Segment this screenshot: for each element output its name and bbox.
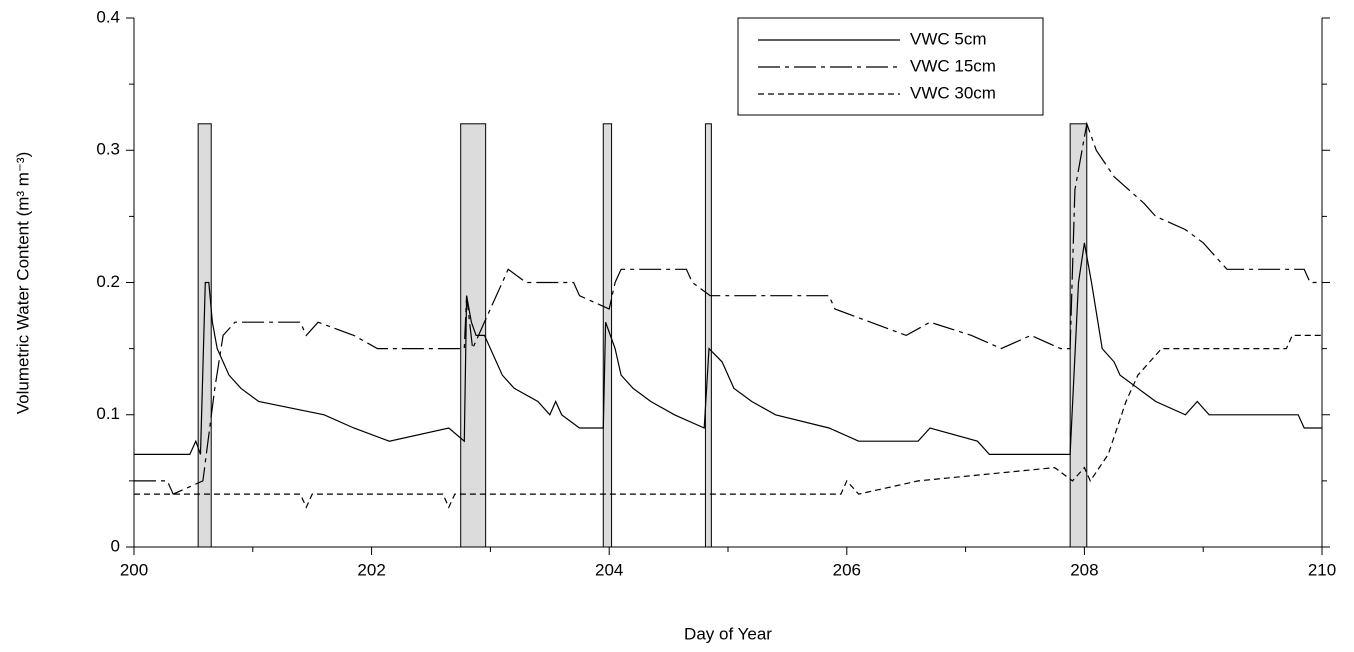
event-bar xyxy=(197,123,212,548)
y-tick-label: 0.2 xyxy=(96,272,120,291)
event-bar xyxy=(704,123,712,548)
x-tick-label: 208 xyxy=(1070,560,1098,579)
y-tick-label: 0 xyxy=(111,536,120,555)
x-tick-label: 210 xyxy=(1308,560,1336,579)
data-line xyxy=(134,334,1322,509)
x-tick-label: 206 xyxy=(833,560,861,579)
legend-label: VWC 15cm xyxy=(910,56,996,75)
x-axis-label: Day of Year xyxy=(684,624,772,643)
y-tick-label: 0.4 xyxy=(96,7,120,26)
data-line xyxy=(134,242,1322,455)
legend-label: VWC 30cm xyxy=(910,83,996,102)
y-tick-label: 0.1 xyxy=(96,404,120,423)
x-tick-label: 202 xyxy=(357,560,385,579)
x-tick-label: 204 xyxy=(595,560,623,579)
x-tick-label: 200 xyxy=(120,560,148,579)
y-axis-label: Volumetric Water Content (m³ m⁻³) xyxy=(13,152,32,414)
event-bar xyxy=(1069,123,1088,548)
legend-box xyxy=(737,17,1044,116)
legend-label: VWC 5cm xyxy=(910,29,987,48)
data-line xyxy=(134,121,1322,495)
y-tick-label: 0.3 xyxy=(96,140,120,159)
